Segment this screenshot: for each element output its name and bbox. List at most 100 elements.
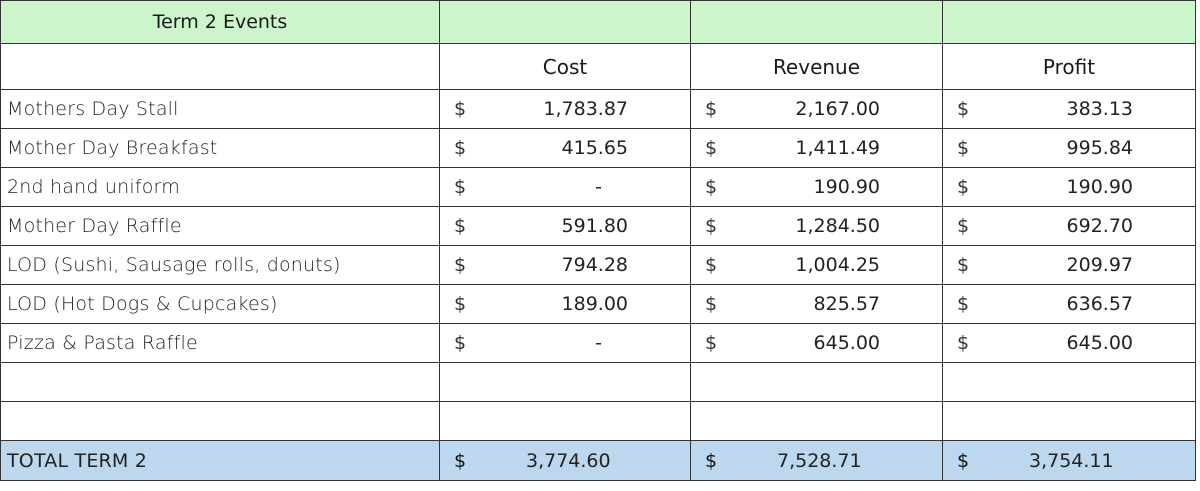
title-cell[interactable]: Term 2 Events <box>0 0 440 44</box>
table-row: 2nd hand uniform $ - $190.90 $190.90 <box>0 167 1196 207</box>
currency-symbol: $ <box>957 254 970 276</box>
revenue-value: 825.57 <box>813 293 880 315</box>
total-profit-value: 3,754.11 <box>1029 449 1114 472</box>
cost-cell[interactable]: $794.28 <box>439 245 691 285</box>
currency-symbol: $ <box>454 293 467 315</box>
currency-symbol: $ <box>705 98 718 120</box>
cost-cell[interactable]: $415.65 <box>439 128 691 168</box>
revenue-cell[interactable]: $825.57 <box>690 284 943 324</box>
revenue-cell[interactable]: $2,167.00 <box>690 89 943 129</box>
cost-cell[interactable]: $ - <box>439 323 691 363</box>
cost-value: 794.28 <box>561 254 628 276</box>
revenue-cell[interactable]: $645.00 <box>690 323 943 363</box>
event-cell[interactable]: Mother Day Raffle <box>0 206 440 246</box>
cost-cell[interactable]: $1,783.87 <box>439 89 691 129</box>
empty-header-cell[interactable] <box>690 0 943 44</box>
table-row: Pizza & Pasta Raffle $ - $645.00 $645.00 <box>0 323 1196 363</box>
cost-value: - <box>595 332 602 354</box>
empty-cell[interactable] <box>690 401 943 441</box>
empty-cell[interactable] <box>0 362 440 402</box>
profit-cell[interactable]: $692.70 <box>942 206 1196 246</box>
cost-cell[interactable]: $ - <box>439 167 691 207</box>
revenue-cell[interactable]: $1,411.49 <box>690 128 943 168</box>
currency-symbol: $ <box>705 449 718 472</box>
profit-value: 636.57 <box>1066 293 1133 315</box>
event-cell[interactable]: LOD (Hot Dogs & Cupcakes) <box>0 284 440 324</box>
profit-cell[interactable]: $383.13 <box>942 89 1196 129</box>
currency-symbol: $ <box>705 293 718 315</box>
event-cell[interactable]: LOD (Sushi, Sausage rolls, donuts) <box>0 245 440 285</box>
profit-value: 209.97 <box>1066 254 1133 276</box>
profit-cell[interactable]: $995.84 <box>942 128 1196 168</box>
revenue-value: 1,284.50 <box>795 215 880 237</box>
table-row: Mothers Day Stall $1,783.87 $2,167.00 $3… <box>0 89 1196 129</box>
cost-value: - <box>595 176 602 198</box>
empty-cell[interactable] <box>439 362 691 402</box>
profit-cell[interactable]: $645.00 <box>942 323 1196 363</box>
empty-cell[interactable] <box>439 401 691 441</box>
total-row: TOTAL TERM 2 $3,774.60 $7,528.71 $3,754.… <box>0 440 1196 481</box>
currency-symbol: $ <box>957 293 970 315</box>
currency-symbol: $ <box>454 176 467 198</box>
event-cell[interactable]: Mothers Day Stall <box>0 89 440 129</box>
profit-value: 995.84 <box>1066 137 1133 159</box>
empty-cell[interactable] <box>942 401 1196 441</box>
profit-cell[interactable]: $190.90 <box>942 167 1196 207</box>
currency-symbol: $ <box>454 254 467 276</box>
cost-cell[interactable]: $189.00 <box>439 284 691 324</box>
total-label-cell[interactable]: TOTAL TERM 2 <box>0 440 440 481</box>
revenue-value: 1,411.49 <box>795 137 880 159</box>
blank-cell[interactable] <box>0 43 440 90</box>
event-cell[interactable]: Pizza & Pasta Raffle <box>0 323 440 363</box>
currency-symbol: $ <box>705 137 718 159</box>
table-row: LOD (Sushi, Sausage rolls, donuts) $794.… <box>0 245 1196 285</box>
revenue-cell[interactable]: $1,284.50 <box>690 206 943 246</box>
table-row: Mother Day Breakfast $415.65 $1,411.49 $… <box>0 128 1196 168</box>
empty-row <box>0 362 1196 402</box>
total-profit-cell[interactable]: $3,754.11 <box>942 440 1196 481</box>
cost-value: 189.00 <box>561 293 628 315</box>
revenue-value: 190.90 <box>813 176 880 198</box>
currency-symbol: $ <box>957 98 970 120</box>
empty-cell[interactable] <box>690 362 943 402</box>
title-row: Term 2 Events <box>0 0 1196 44</box>
currency-symbol: $ <box>454 98 467 120</box>
profit-value: 190.90 <box>1066 176 1133 198</box>
currency-symbol: $ <box>454 449 467 472</box>
revenue-value: 1,004.25 <box>795 254 880 276</box>
empty-header-cell[interactable] <box>942 0 1196 44</box>
events-table: Term 2 Events Cost Revenue Profit Mother… <box>0 0 1196 481</box>
currency-symbol: $ <box>454 137 467 159</box>
cost-cell[interactable]: $591.80 <box>439 206 691 246</box>
revenue-value: 2,167.00 <box>795 98 880 120</box>
total-revenue-cell[interactable]: $7,528.71 <box>690 440 943 481</box>
empty-cell[interactable] <box>0 401 440 441</box>
currency-symbol: $ <box>957 176 970 198</box>
total-revenue-value: 7,528.71 <box>777 449 862 472</box>
currency-symbol: $ <box>705 332 718 354</box>
column-header-profit[interactable]: Profit <box>942 43 1196 90</box>
table-row: Mother Day Raffle $591.80 $1,284.50 $692… <box>0 206 1196 246</box>
event-cell[interactable]: 2nd hand uniform <box>0 167 440 207</box>
column-header-cost[interactable]: Cost <box>439 43 691 90</box>
sheet-title: Term 2 Events <box>152 11 288 33</box>
currency-symbol: $ <box>454 215 467 237</box>
total-cost-cell[interactable]: $3,774.60 <box>439 440 691 481</box>
column-header-revenue[interactable]: Revenue <box>690 43 943 90</box>
currency-symbol: $ <box>705 254 718 276</box>
event-cell[interactable]: Mother Day Breakfast <box>0 128 440 168</box>
profit-cell[interactable]: $209.97 <box>942 245 1196 285</box>
empty-row <box>0 401 1196 441</box>
profit-value: 692.70 <box>1066 215 1133 237</box>
table-row: LOD (Hot Dogs & Cupcakes) $189.00 $825.5… <box>0 284 1196 324</box>
profit-value: 383.13 <box>1066 98 1133 120</box>
cost-value: 591.80 <box>561 215 628 237</box>
empty-cell[interactable] <box>942 362 1196 402</box>
profit-cell[interactable]: $636.57 <box>942 284 1196 324</box>
cost-value: 1,783.87 <box>543 98 628 120</box>
revenue-value: 645.00 <box>813 332 880 354</box>
revenue-cell[interactable]: $1,004.25 <box>690 245 943 285</box>
revenue-cell[interactable]: $190.90 <box>690 167 943 207</box>
empty-header-cell[interactable] <box>439 0 691 44</box>
currency-symbol: $ <box>957 215 970 237</box>
